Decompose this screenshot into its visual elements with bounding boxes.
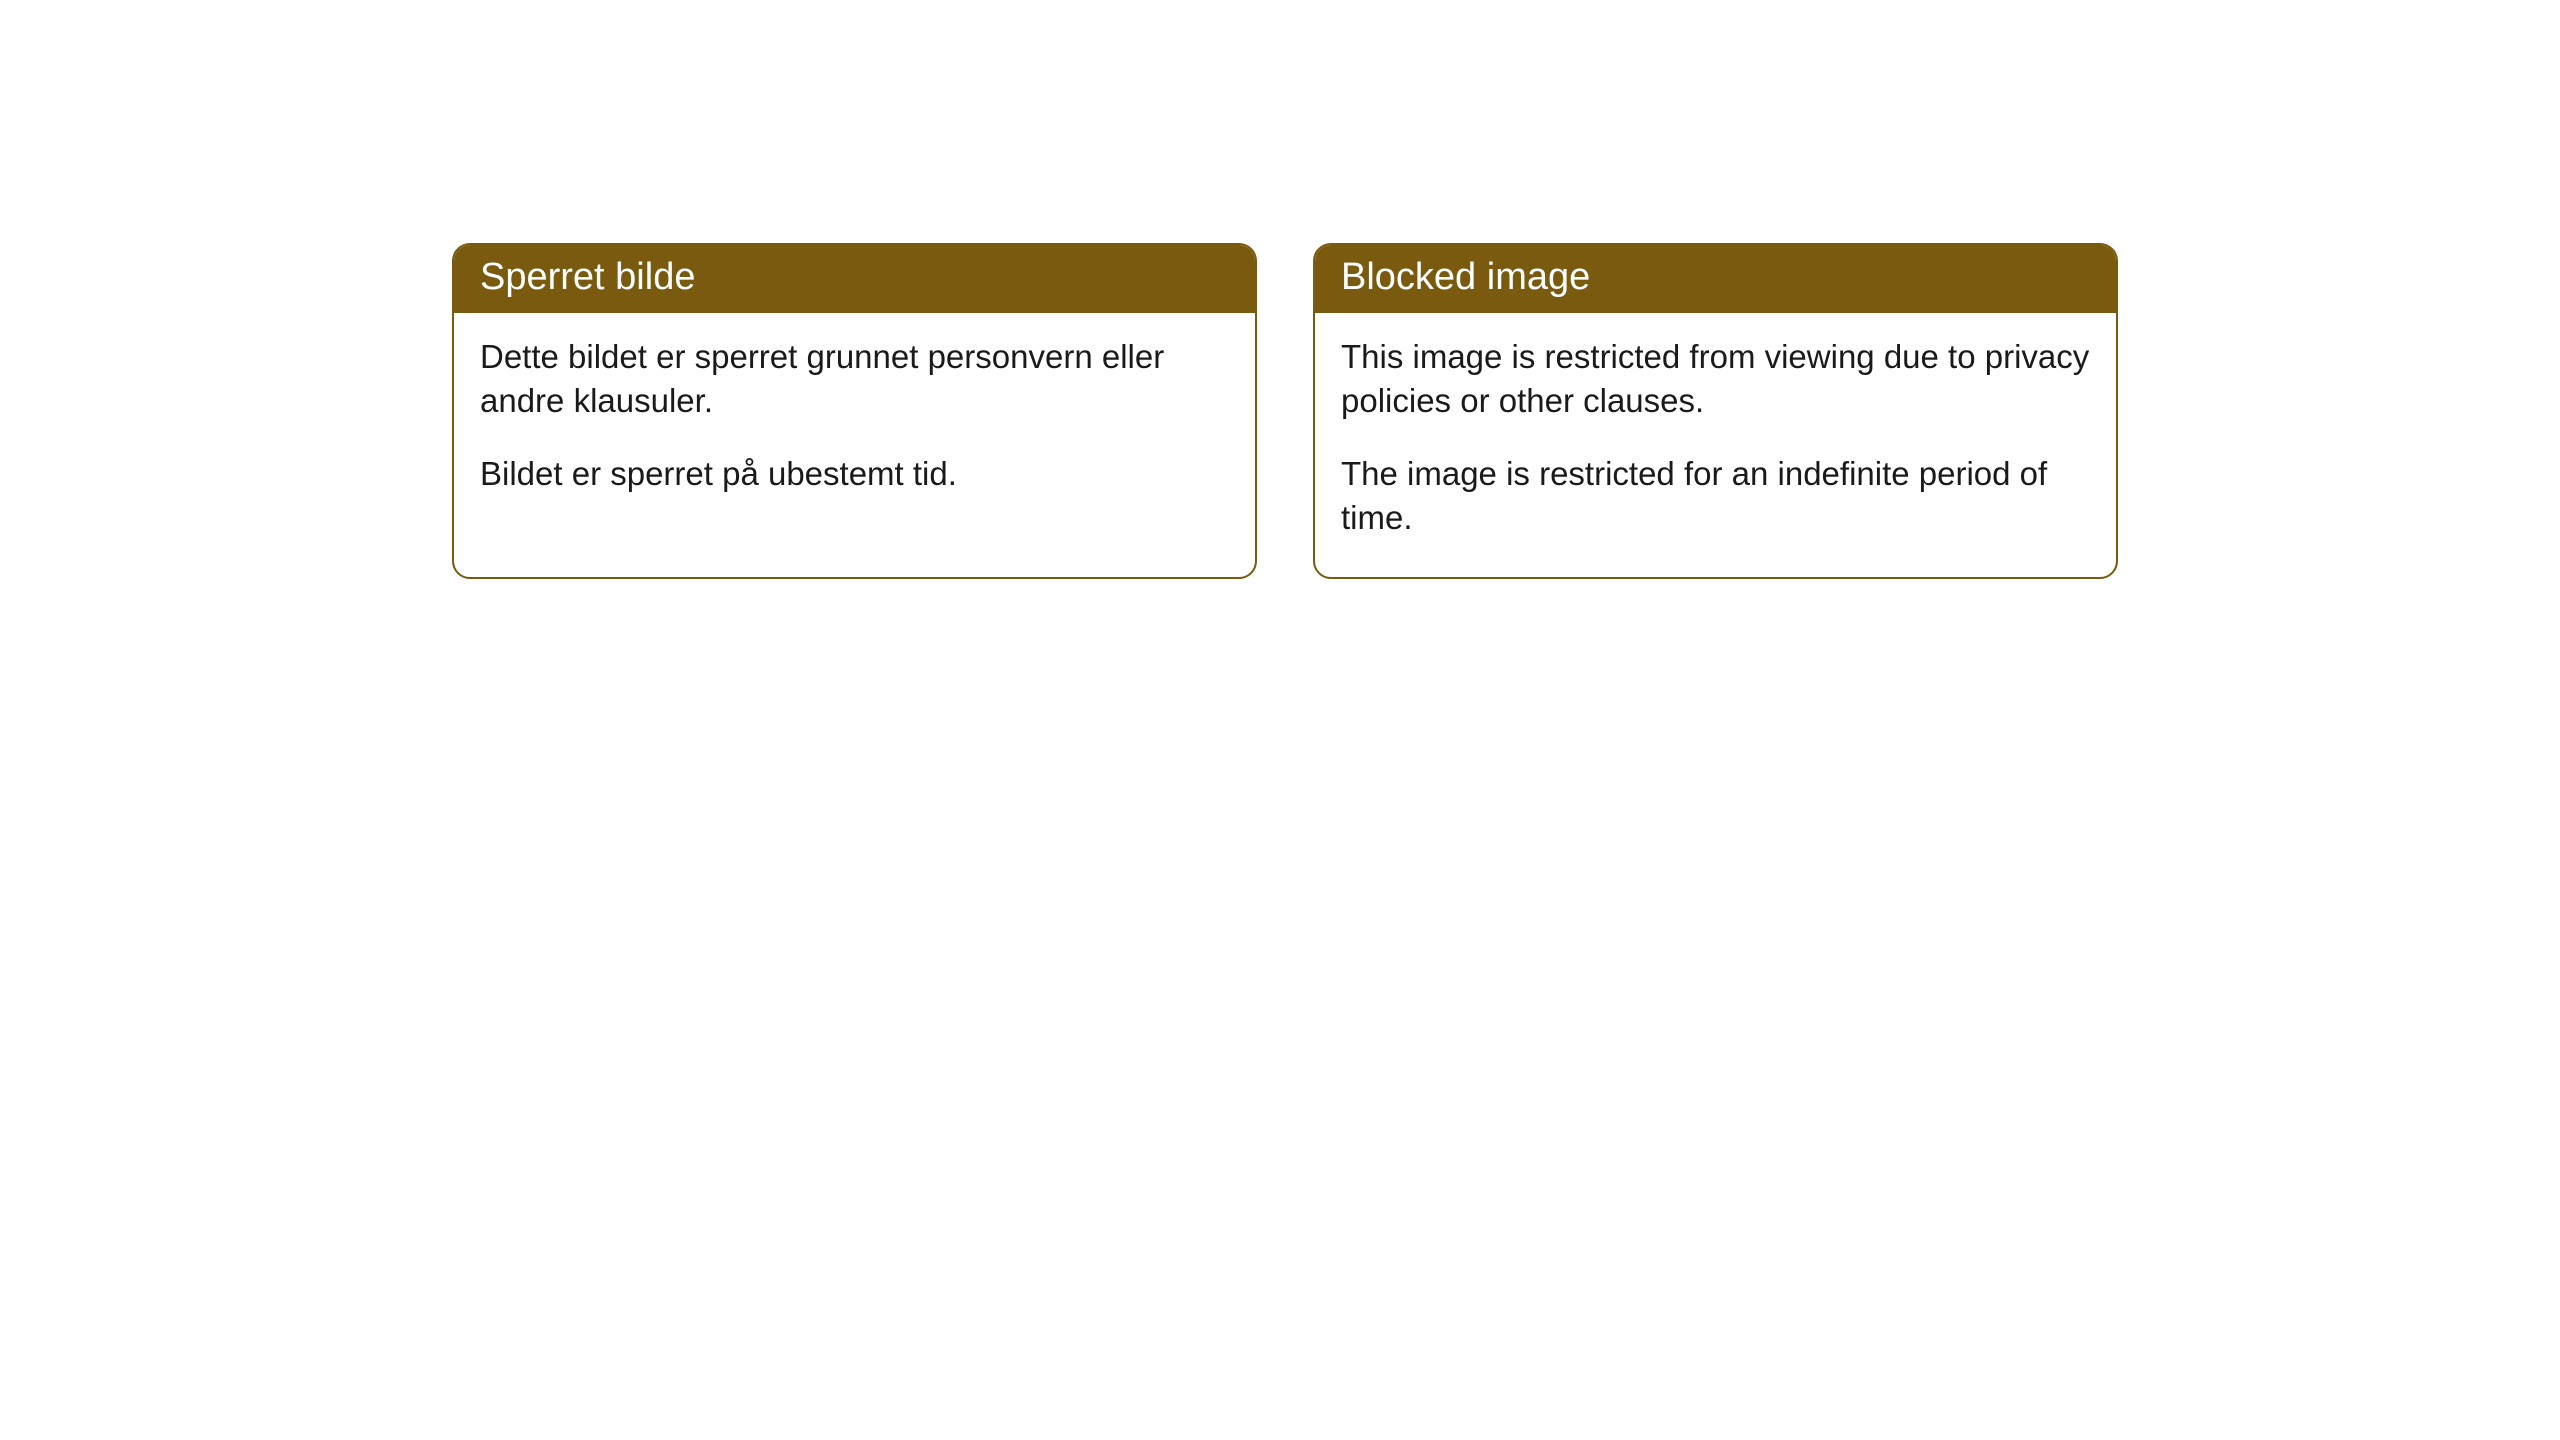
card-header-en: Blocked image xyxy=(1315,245,2116,313)
card-paragraph-1-en: This image is restricted from viewing du… xyxy=(1341,335,2090,424)
notice-cards-container: Sperret bilde Dette bildet er sperret gr… xyxy=(452,243,2118,579)
blocked-image-card-no: Sperret bilde Dette bildet er sperret gr… xyxy=(452,243,1257,579)
card-body-no: Dette bildet er sperret grunnet personve… xyxy=(454,313,1255,533)
card-header-no: Sperret bilde xyxy=(454,245,1255,313)
card-paragraph-2-no: Bildet er sperret på ubestemt tid. xyxy=(480,452,1229,497)
card-paragraph-1-no: Dette bildet er sperret grunnet personve… xyxy=(480,335,1229,424)
card-paragraph-2-en: The image is restricted for an indefinit… xyxy=(1341,452,2090,541)
card-body-en: This image is restricted from viewing du… xyxy=(1315,313,2116,577)
blocked-image-card-en: Blocked image This image is restricted f… xyxy=(1313,243,2118,579)
